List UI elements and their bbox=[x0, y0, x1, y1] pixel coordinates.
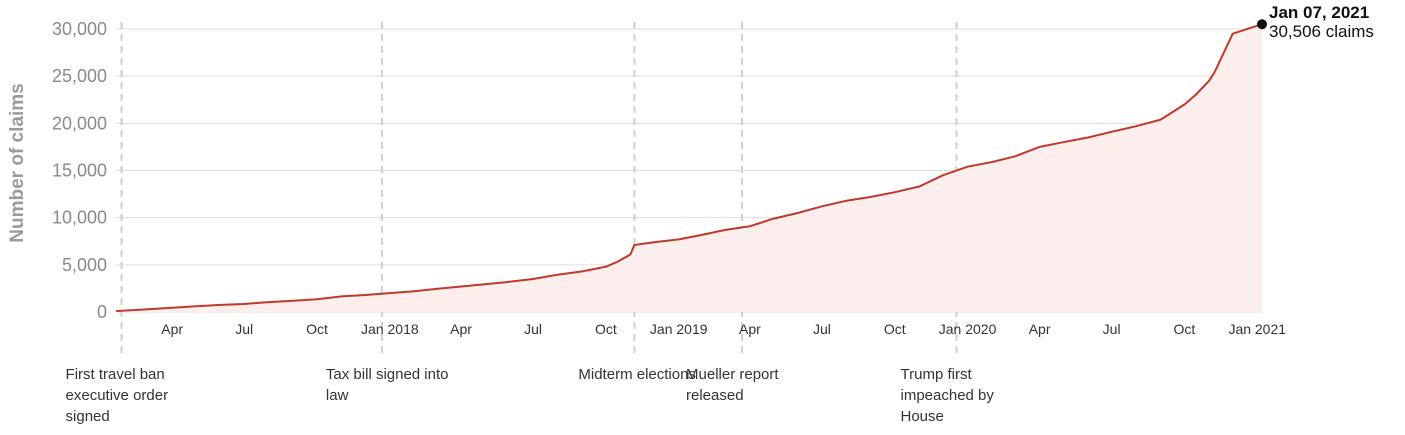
series-line bbox=[115, 23, 1263, 313]
x-tick-label: Oct bbox=[595, 321, 617, 337]
end-point-marker bbox=[1257, 19, 1267, 30]
x-tick-label: Jan 2019 bbox=[650, 321, 708, 337]
y-tick-label: 20,000 bbox=[52, 113, 107, 133]
x-axis-ticks: Apr Jul Oct Jan 2018 Apr Jul Oct Jan 2019 Apr Jul… bbox=[161, 321, 1286, 337]
x-tick-label: Jul bbox=[524, 321, 542, 337]
x-tick-label: Jul bbox=[813, 321, 831, 337]
event-label-line: First travel ban bbox=[66, 366, 165, 383]
event-label: Midterm elections bbox=[578, 366, 696, 383]
end-annotation: Jan 07, 2021 30,506 claims bbox=[1257, 3, 1374, 41]
end-date-label: Jan 07, 2021 bbox=[1269, 3, 1369, 22]
event-label-line: House bbox=[901, 408, 944, 425]
event-label: First travel ban executive order signed bbox=[66, 366, 169, 425]
y-tick-label: 15,000 bbox=[52, 161, 107, 181]
x-tick-label: Apr bbox=[1029, 321, 1051, 337]
y-axis-ticks: 0 5,000 10,000 15,000 20,000 25,000 30,000 bbox=[52, 19, 107, 322]
y-axis-label: Number of claims bbox=[7, 83, 28, 242]
x-tick-label: Oct bbox=[884, 321, 906, 337]
y-tick-label: 30,000 bbox=[52, 19, 107, 39]
x-tick-label: Apr bbox=[161, 321, 183, 337]
y-tick-label: 0 bbox=[97, 302, 107, 322]
event-label-line: impeached by bbox=[901, 387, 995, 404]
y-tick-label: 10,000 bbox=[52, 208, 107, 228]
event-label-line: released bbox=[686, 387, 744, 404]
x-tick-label: Apr bbox=[739, 321, 761, 337]
x-tick-label: Apr bbox=[450, 321, 472, 337]
event-label: Trump first impeached by House bbox=[901, 366, 995, 425]
series-area bbox=[116, 24, 1262, 312]
event-label: Mueller report released bbox=[686, 366, 779, 404]
event-label-line: Trump first bbox=[901, 366, 973, 383]
x-tick-label: Jan 2021 bbox=[1228, 321, 1286, 337]
event-label-line: Midterm elections bbox=[578, 366, 696, 383]
series bbox=[115, 23, 1263, 313]
event-label-line: law bbox=[326, 387, 349, 404]
x-tick-label: Oct bbox=[306, 321, 328, 337]
x-tick-label: Jul bbox=[235, 321, 253, 337]
event-label-line: signed bbox=[66, 408, 110, 425]
event-label-line: Tax bill signed into bbox=[326, 366, 449, 383]
gridlines bbox=[116, 28, 1262, 313]
event-label-line: executive order bbox=[66, 387, 169, 404]
event-label-line: Mueller report bbox=[686, 366, 779, 383]
event-labels: First travel ban executive order signed Tax… bbox=[66, 366, 995, 425]
x-tick-label: Jan 2018 bbox=[361, 321, 419, 337]
y-tick-label: 5,000 bbox=[62, 255, 107, 275]
end-value-label: 30,506 claims bbox=[1269, 22, 1374, 41]
x-tick-label: Oct bbox=[1174, 321, 1196, 337]
x-tick-label: Jan 2020 bbox=[939, 321, 997, 337]
event-label: Tax bill signed into law bbox=[326, 366, 449, 404]
y-tick-label: 25,000 bbox=[52, 66, 107, 86]
x-tick-label: Jul bbox=[1103, 321, 1121, 337]
